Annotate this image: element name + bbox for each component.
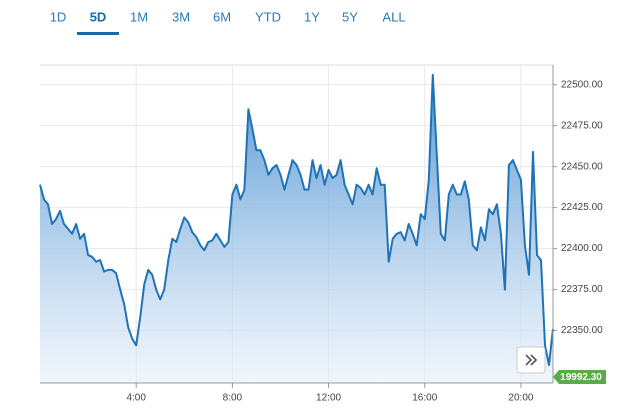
x-tick-label: 4:00 — [126, 393, 146, 404]
last-value-tag — [553, 370, 606, 384]
range-tab[interactable]: 1Y — [304, 9, 320, 24]
y-tick-label: 22350.00 — [561, 325, 603, 336]
y-tick-label: 22375.00 — [561, 284, 603, 295]
range-tab[interactable]: 1M — [130, 9, 148, 24]
range-tab[interactable]: YTD — [255, 9, 281, 24]
range-tabs: 1D 5D 1M 3M 6M YTD 1Y 5Y ALL — [50, 9, 406, 35]
last-value-label: 19992.30 — [560, 372, 602, 383]
x-tick-label: 12:00 — [316, 393, 341, 404]
range-tab[interactable]: 5D — [90, 9, 107, 24]
area-fill — [40, 74, 553, 384]
y-tick-label: 22400.00 — [561, 243, 603, 254]
range-tab[interactable]: 3M — [172, 9, 190, 24]
scroll-button[interactable] — [516, 346, 546, 374]
price-line — [39, 73, 554, 366]
plot-area: 22350.00 22375.00 22400.00 22425.00 22450.00… — [39, 64, 606, 404]
x-tick-label: 16:00 — [412, 393, 437, 404]
x-tick-label: 20:00 — [508, 393, 533, 404]
y-tick-label: 22500.00 — [561, 79, 603, 90]
selected-underline — [77, 32, 119, 35]
y-tick-label: 22425.00 — [561, 202, 603, 213]
range-tab[interactable]: 6M — [213, 9, 231, 24]
y-tick-label: 22450.00 — [561, 161, 603, 172]
y-tick-label: 22475.00 — [561, 120, 603, 131]
x-tick-label: 8:00 — [223, 393, 243, 404]
range-tab[interactable]: ALL — [382, 9, 405, 24]
range-tab[interactable]: 5Y — [342, 9, 358, 24]
chevron-icon — [525, 354, 538, 366]
range-tab[interactable]: 1D — [50, 9, 67, 24]
